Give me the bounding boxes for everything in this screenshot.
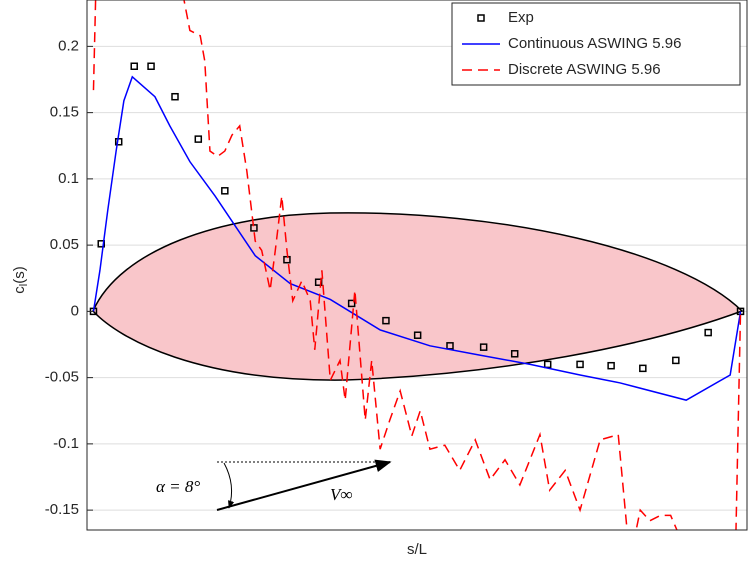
y-tick-label: 0 [71, 302, 79, 319]
marker [130, 62, 138, 70]
angle-label: α = 8° [156, 477, 200, 496]
legend-label: Discrete ASWING 5.96 [508, 61, 661, 78]
legend: Exp Continuous ASWING 5.96 Discrete ASWING… [451, 2, 741, 86]
legend-label: Continuous ASWING 5.96 [508, 35, 681, 52]
y-axis-label: cl(s) [11, 266, 30, 293]
legend-swatch [477, 14, 485, 22]
series-line [92, 0, 742, 530]
axes-frame [86, 0, 748, 531]
marker [639, 364, 647, 373]
marker [314, 278, 323, 286]
marker [194, 135, 203, 143]
velocity-arrow [216, 459, 392, 511]
marker [347, 299, 356, 308]
y-tick-label: 0.05 [50, 236, 79, 253]
x-axis-label: s/L [407, 541, 427, 558]
velocity-label: V∞ [330, 485, 353, 504]
y-tick-label: -0.15 [45, 501, 79, 518]
y-tick-label: 0.1 [58, 170, 79, 187]
marker [479, 343, 488, 351]
legend-label: Exp [508, 9, 534, 26]
marker [413, 331, 422, 339]
marker [97, 240, 105, 248]
marker [576, 360, 584, 369]
y-tick-label: 0.15 [50, 104, 79, 121]
marker [147, 62, 155, 70]
y-label-sub: l [18, 284, 30, 286]
marker [607, 361, 615, 370]
y-label-suffix: (s) [11, 266, 28, 284]
marker [382, 316, 390, 325]
y-tick-label: -0.1 [53, 435, 79, 452]
marker [171, 92, 179, 101]
y-tick-label: 0.2 [58, 37, 79, 54]
angle-arc [223, 462, 235, 509]
y-label-base: c [11, 286, 28, 294]
marker [672, 356, 680, 365]
marker [221, 187, 229, 195]
y-tick-label: -0.05 [45, 369, 79, 386]
marker [704, 328, 712, 337]
marker [510, 350, 519, 358]
